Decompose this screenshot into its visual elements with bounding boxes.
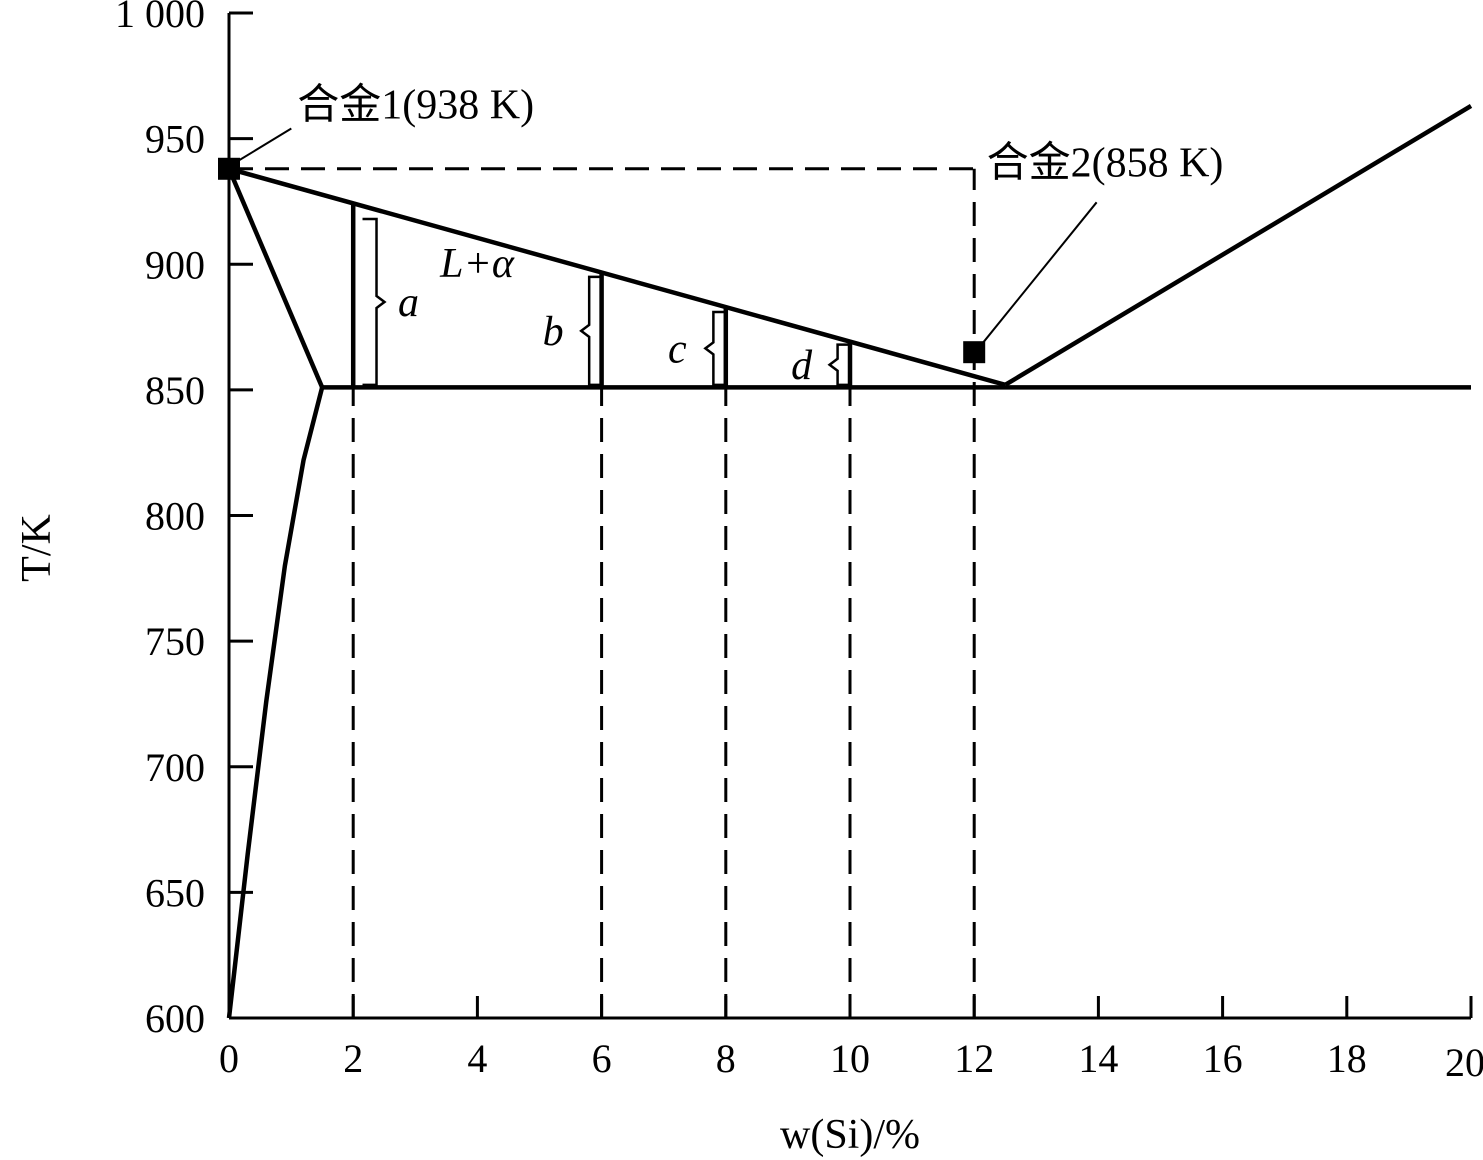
- dashed-reference-lines: [229, 167, 976, 1018]
- brackets: [362, 217, 852, 387]
- y-axis-title: T/K: [14, 514, 60, 582]
- x-tick-label: 4: [467, 1036, 487, 1081]
- y-tick-label: 600: [145, 996, 205, 1041]
- phase-line-4: [226, 386, 325, 1019]
- marker-square-0: [218, 157, 240, 180]
- alloy-markers: [218, 157, 986, 364]
- annotation-leader-0: [234, 127, 292, 164]
- x-tick-label: 0: [219, 1036, 239, 1081]
- y-tick-label: 750: [145, 619, 205, 664]
- y-tick-label: 650: [145, 870, 205, 915]
- x-tick-label: 2: [343, 1036, 363, 1081]
- phase-boundary-lines: [226, 104, 1473, 1019]
- x-tick-label: 6: [592, 1036, 612, 1081]
- bracket-label-a: a: [398, 280, 419, 326]
- bracket-a: [362, 217, 387, 387]
- phase-line-3: [226, 167, 325, 389]
- phase-line-0: [228, 166, 1006, 388]
- y-tick-label: 850: [145, 368, 205, 413]
- bracket-label-c: c: [668, 326, 687, 372]
- bracket-b: [579, 275, 604, 387]
- y-tick-label: 950: [145, 117, 205, 162]
- x-axis-title: w(Si)/%: [780, 1112, 920, 1158]
- x-tick-label: 14: [1078, 1036, 1118, 1081]
- x-tick-label: 10: [830, 1036, 870, 1081]
- marker-square-1: [963, 341, 986, 364]
- text-labels: 0 2 4 6 8 10 12 14 16 18 20 600 650 700 750 800 850 900 95…: [14, 0, 1483, 1158]
- annotation-label-2: 合金2(858 K): [987, 139, 1224, 186]
- annotation-leader-1: [979, 201, 1098, 347]
- two-phase-segments: [350, 203, 853, 388]
- bracket-c: [703, 310, 728, 387]
- x-tick-label: 20: [1445, 1040, 1483, 1085]
- bracket-label-d: d: [791, 343, 813, 389]
- bracket-label-b: b: [543, 309, 564, 355]
- x-tick-label: 8: [716, 1036, 736, 1081]
- y-tick-label: 800: [145, 494, 205, 539]
- region-label: L+α: [439, 241, 515, 287]
- x-tick-label: 18: [1327, 1036, 1367, 1081]
- axis-ticks: [227, 11, 1473, 1020]
- bracket-d: [827, 343, 852, 387]
- x-tick-label: 12: [954, 1036, 994, 1081]
- x-tick-label: 16: [1203, 1036, 1243, 1081]
- y-tick-label: 700: [145, 745, 205, 790]
- annotation-label-1: 合金1(938 K): [297, 82, 534, 129]
- phase-line-1: [1004, 104, 1473, 387]
- y-tick-label: 1 000: [115, 0, 205, 36]
- y-tick-label: 900: [145, 242, 205, 287]
